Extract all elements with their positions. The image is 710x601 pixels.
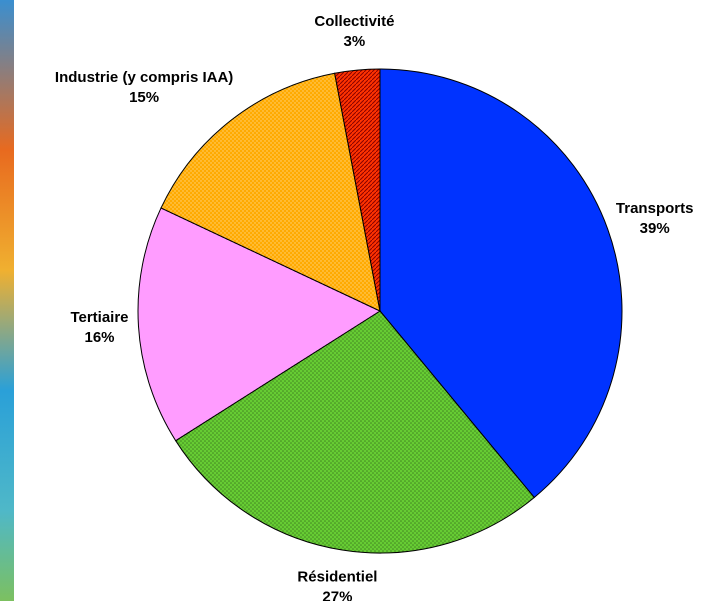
value-label: 39% — [640, 220, 670, 237]
slice-label: Résidentiel 27% — [297, 569, 377, 601]
side-image — [0, 0, 14, 601]
value-label: 3% — [344, 33, 366, 50]
category-label: Tertiaire — [70, 309, 128, 326]
pie-slice — [160, 72, 381, 312]
category-label: Collectivité — [314, 13, 394, 30]
category-label: Transports — [616, 200, 694, 217]
slice-label: Tertiaire 16% — [70, 309, 128, 346]
pie-slice — [137, 207, 382, 442]
slice-label: Industrie (y compris IAA) 15% — [55, 69, 233, 106]
pie-slice — [379, 68, 623, 499]
value-label: 15% — [129, 89, 159, 106]
category-label: Résidentiel — [297, 569, 377, 586]
pie-slice — [334, 68, 381, 312]
pie-slice — [174, 310, 535, 554]
value-label: 27% — [322, 589, 352, 601]
category-label: Industrie (y compris IAA) — [55, 69, 233, 86]
value-label: 16% — [84, 329, 114, 346]
slice-label: Transports 39% — [616, 200, 694, 237]
slice-label: Collectivité 3% — [314, 13, 394, 50]
